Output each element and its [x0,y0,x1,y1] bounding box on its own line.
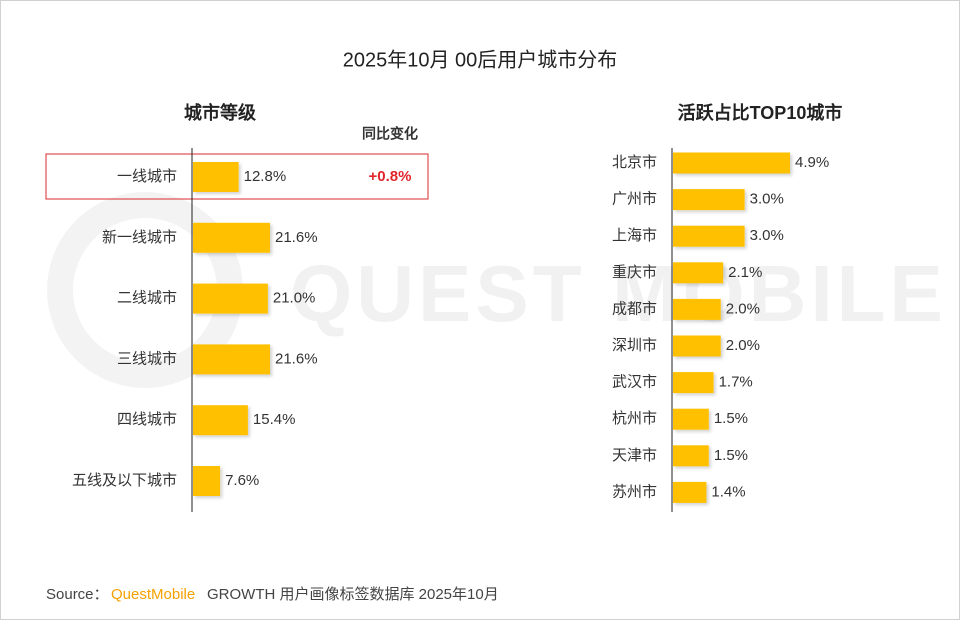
watermark: QUEST MOBILE [290,249,947,338]
category-label: 五线及以下城市 [72,472,177,489]
source-brand: QuestMobile [111,586,195,603]
bar [673,189,745,211]
value-label: 1.4% [711,483,745,500]
bar [673,262,724,284]
bar [673,372,714,394]
category-label: 上海市 [612,227,657,244]
change-header: 同比变化 [362,126,418,142]
highlight-box [45,153,429,200]
value-label: 3.0% [750,191,784,208]
bar [673,481,707,503]
category-label: 天津市 [612,447,657,464]
value-label: 2.0% [726,300,760,317]
page-title: 2025年10月 00后用户城市分布 [343,48,618,71]
chart-title: 城市等级 [184,102,257,123]
value-label: 12.8% [244,168,287,185]
category-label: 深圳市 [612,337,657,354]
bar [193,162,239,192]
category-label: 二线城市 [117,290,177,307]
value-label: 21.0% [273,290,316,307]
category-label: 苏州市 [612,483,657,500]
change-label: +0.8% [369,168,412,185]
category-label: 三线城市 [117,350,177,367]
source-label: Source： [46,586,109,603]
category-label: 新一线城市 [102,229,177,246]
value-label: 2.0% [726,337,760,354]
category-label: 广州市 [612,191,657,208]
source-text: GROWTH 用户画像标签数据库 2025年10月 [207,586,499,603]
value-label: 1.7% [719,374,753,391]
value-label: 1.5% [714,410,748,427]
bar [193,283,268,314]
category-label: 重庆市 [612,264,657,281]
bar [673,225,745,247]
value-label: 3.0% [750,227,784,244]
bar [673,408,709,430]
value-label: 2.1% [728,264,762,281]
chart-title: 活跃占比TOP10城市 [678,102,843,123]
value-label: 1.5% [714,447,748,464]
bar [193,405,248,436]
category-label: 武汉市 [612,374,657,391]
value-label: 15.4% [253,411,296,428]
category-label: 北京市 [612,154,657,171]
bar [673,152,790,174]
value-label: 21.6% [275,350,318,367]
bar [193,344,270,375]
value-label: 4.9% [795,154,829,171]
bar [193,222,270,253]
value-label: 21.6% [275,229,318,246]
bar [673,445,709,467]
category-label: 一线城市 [117,168,177,185]
category-label: 成都市 [612,300,657,317]
bar [193,466,221,496]
bar [673,335,721,357]
value-label: 7.6% [225,472,259,489]
bar [673,298,721,320]
category-label: 杭州市 [612,410,657,427]
category-label: 四线城市 [117,411,177,428]
